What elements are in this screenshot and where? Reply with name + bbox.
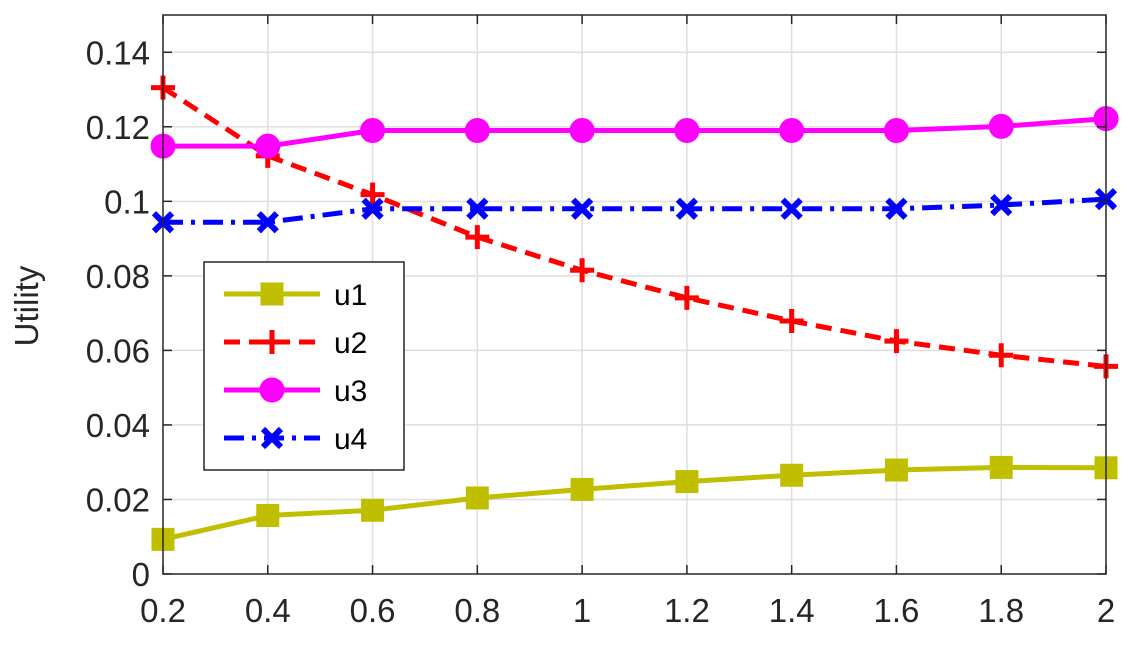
- plot-frame: [162, 14, 1107, 575]
- data-point-u4: [990, 193, 1013, 217]
- data-point-u4: [361, 197, 384, 220]
- data-point-u2: [465, 225, 490, 250]
- legend-label: u2: [334, 327, 367, 360]
- legend-label: u4: [334, 423, 367, 456]
- data-point-u2: [360, 182, 385, 207]
- data-point-u2: [674, 285, 699, 310]
- y-tick-label: 0: [132, 556, 150, 593]
- legend-item-u3: u3: [224, 375, 367, 408]
- x-axis-ticks: 0.2 0.4 0.6 0.8 1 1.2 1.4 1.6 1.8 2: [140, 15, 1115, 629]
- x-tick-label: 2: [1097, 592, 1115, 629]
- y-axis-ticks: 0 0.02 0.04 0.06 0.08 0.1 0.12 0.14: [86, 34, 1106, 593]
- y-tick-label: 0.06: [86, 332, 150, 369]
- data-point-u4: [885, 197, 908, 220]
- x-tick-label: 0.6: [350, 592, 396, 629]
- series-line-u2: [161, 85, 1107, 369]
- data-point-u3: [569, 118, 595, 144]
- data-point-u4: [466, 197, 489, 220]
- x-tick-label: 0.8: [454, 592, 500, 629]
- data-point-u2: [884, 329, 909, 354]
- y-tick-label: 0.08: [86, 258, 150, 295]
- legend-marker: [260, 330, 284, 354]
- legend-item-u4: u4: [224, 423, 367, 456]
- data-point-u1: [570, 477, 594, 501]
- x-tick-label: 1.4: [769, 592, 815, 629]
- data-point-u1: [256, 503, 280, 527]
- series-line-u3: [163, 116, 1107, 149]
- data-point-u1: [675, 470, 699, 494]
- data-point-u1: [361, 498, 385, 522]
- y-axis-label: Utility: [8, 265, 45, 346]
- data-point-u1: [989, 455, 1013, 479]
- data-point-u2: [989, 343, 1014, 368]
- legend: u1 u2 u3 u4: [203, 261, 405, 471]
- legend-item-u1: u1: [224, 279, 367, 312]
- legend-label: u1: [334, 279, 367, 312]
- legend-item-u2: u2: [224, 327, 367, 360]
- data-point-u3: [883, 118, 909, 144]
- data-point-u3: [779, 118, 805, 144]
- x-tick-label: 1.8: [978, 592, 1024, 629]
- data-point-u4: [780, 197, 803, 220]
- data-point-u4: [675, 197, 699, 220]
- y-tick-label: 0.1: [104, 183, 150, 220]
- data-point-u4: [256, 211, 279, 234]
- data-point-u1: [780, 463, 804, 487]
- series-u1: [151, 455, 1118, 551]
- y-tick-label: 0.02: [86, 481, 150, 518]
- data-point-u2: [570, 258, 595, 283]
- y-tick-label: 0.14: [86, 34, 150, 71]
- y-tick-label: 0.12: [86, 109, 150, 146]
- y-tick-label: 0.04: [86, 407, 150, 444]
- data-point-u3: [255, 133, 281, 159]
- x-tick-label: 1.6: [874, 592, 920, 629]
- x-tick-label: 0.2: [140, 592, 186, 629]
- data-point-u3: [674, 118, 700, 144]
- legend-box: [203, 261, 405, 471]
- data-point-u4: [570, 197, 594, 220]
- legend-marker: [259, 377, 285, 403]
- legend-marker: [260, 426, 284, 450]
- legend-label: u3: [334, 375, 367, 408]
- data-point-u1: [465, 486, 489, 510]
- series-line-u1: [162, 464, 1107, 542]
- x-tick-label: 1.2: [664, 592, 710, 629]
- data-point-u1: [884, 458, 908, 482]
- x-tick-label: 0.4: [245, 592, 291, 629]
- x-tick-label: 1: [573, 592, 591, 629]
- data-point-u2: [779, 308, 804, 333]
- data-point-u3: [360, 118, 386, 144]
- legend-marker: [260, 282, 284, 306]
- data-point-u3: [988, 113, 1014, 139]
- data-point-u3: [464, 118, 490, 144]
